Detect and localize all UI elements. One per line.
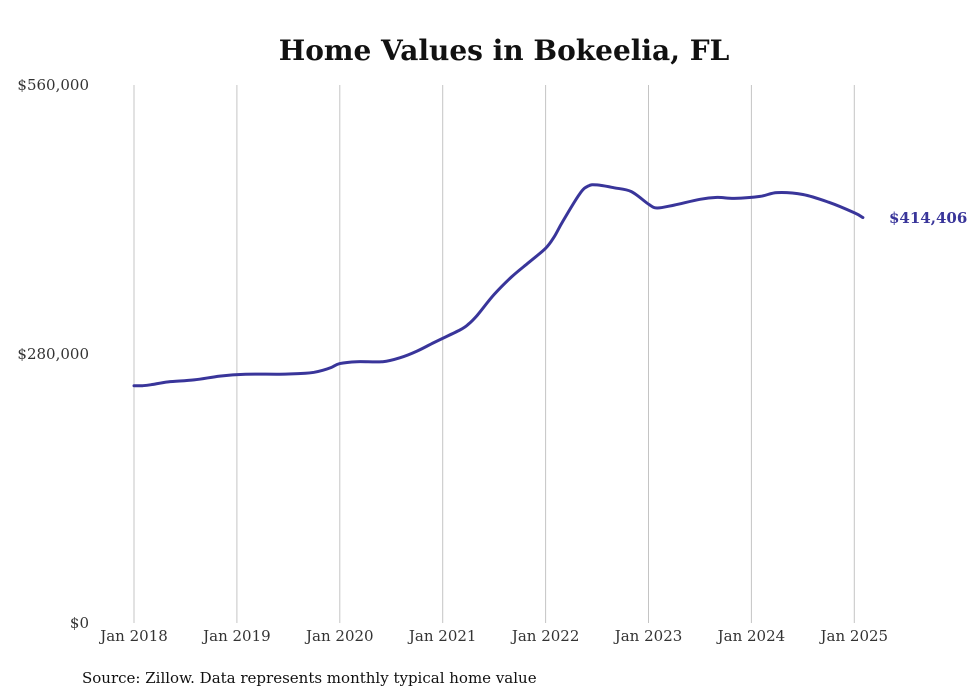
y-axis-tick-labels: $0 $280,000 $560,000 [17,76,89,632]
x-tick-label-1: Jan 2019 [201,627,271,645]
grid-lines [133,85,855,623]
y-tick-label-1: $280,000 [17,345,89,363]
y-tick-label-2: $560,000 [17,76,89,94]
source-note: Source: Zillow. Data represents monthly … [82,669,537,687]
x-tick-label-4: Jan 2022 [510,627,580,645]
series-line-home-value [132,183,865,388]
end-value-label: $414,406 [889,209,967,227]
x-tick-label-6: Jan 2024 [716,627,786,645]
x-tick-label-7: Jan 2025 [819,627,889,645]
x-tick-label-2: Jan 2020 [304,627,374,645]
x-axis-tick-labels: Jan 2018 Jan 2019 Jan 2020 Jan 2021 Jan 2022… [98,627,888,645]
chart-title: Home Values in Bokeelia, FL [279,34,730,67]
x-tick-label-3: Jan 2021 [407,627,477,645]
x-tick-label-5: Jan 2023 [613,627,683,645]
y-tick-label-0: $0 [70,614,89,632]
x-tick-label-0: Jan 2018 [98,627,168,645]
